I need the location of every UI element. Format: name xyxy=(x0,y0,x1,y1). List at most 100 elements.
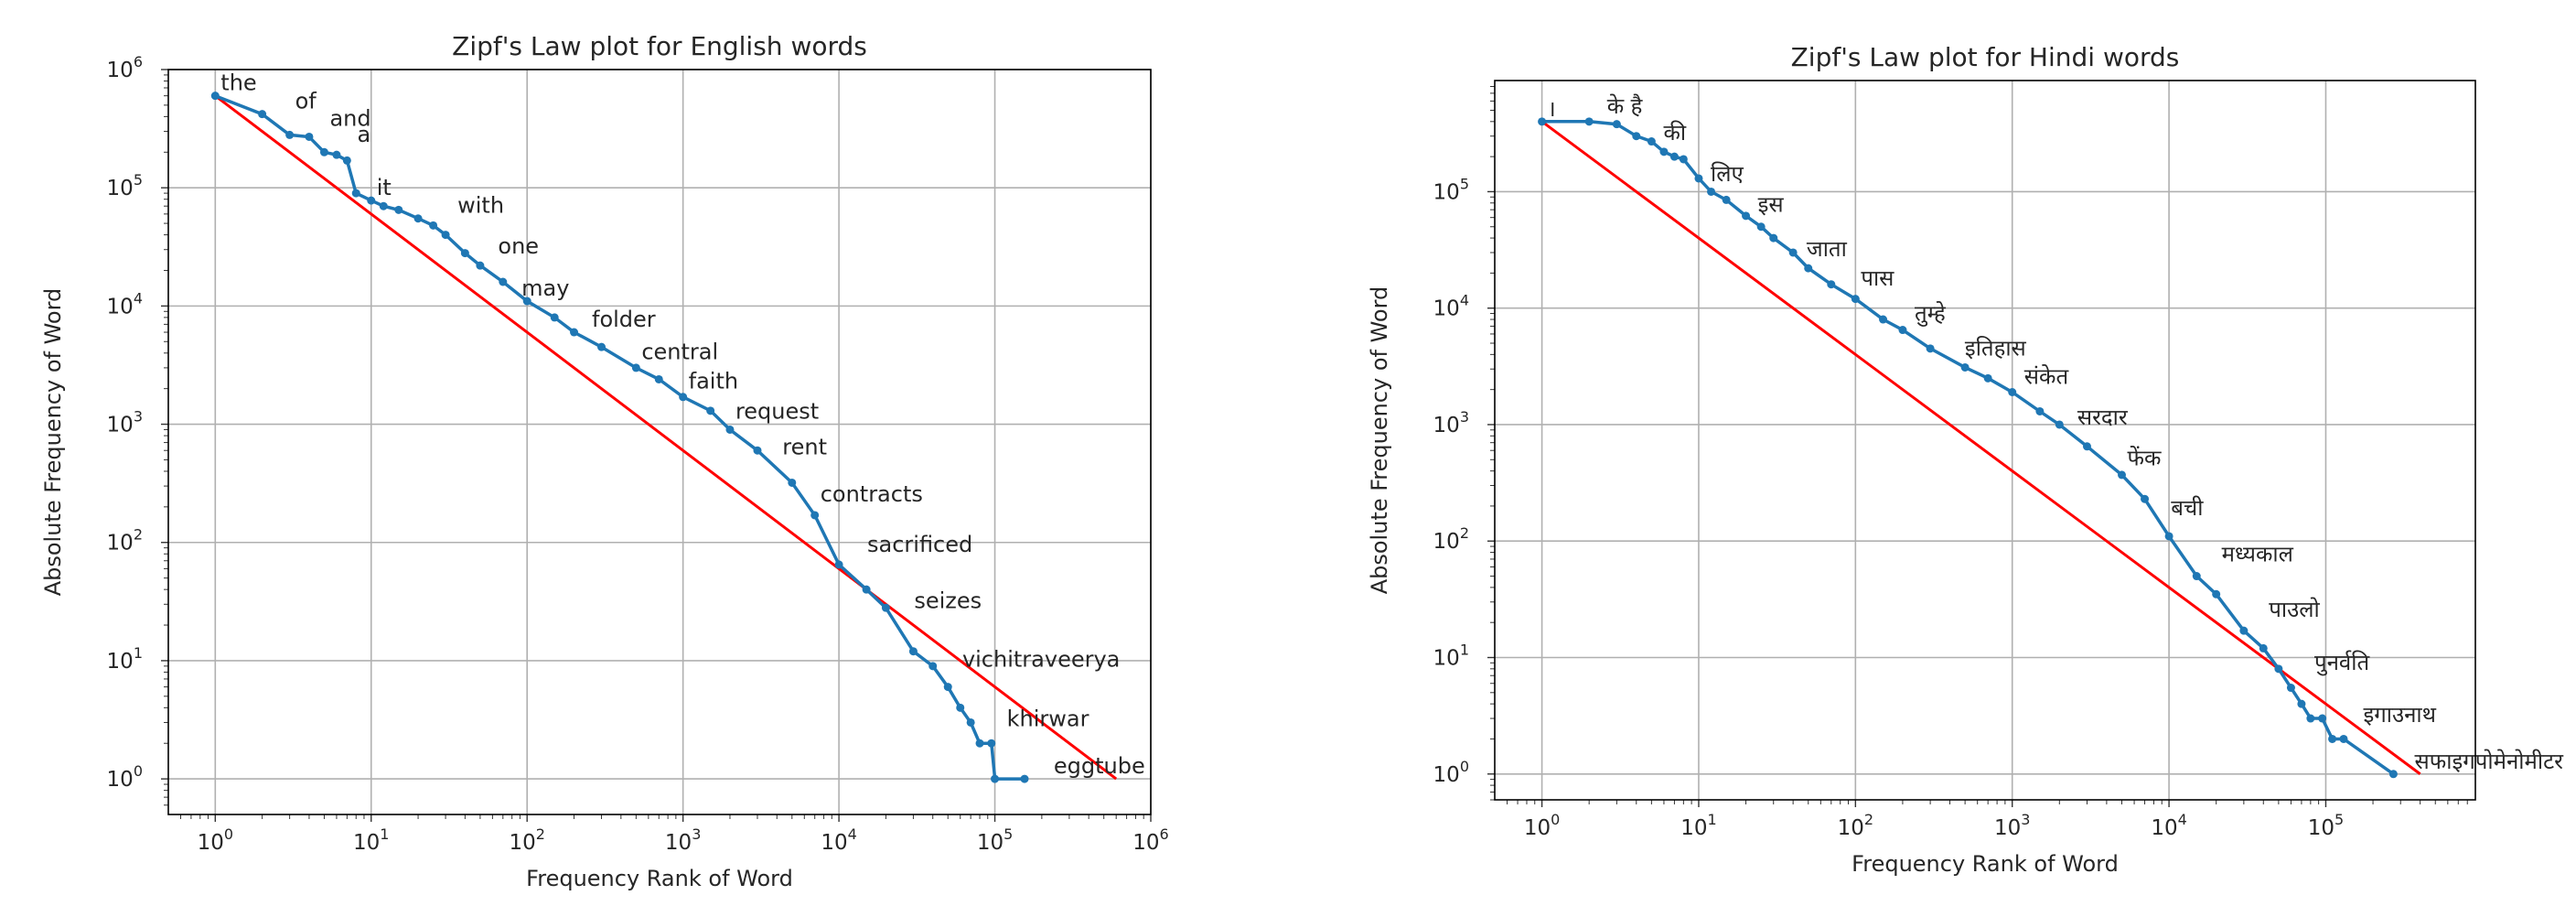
word-annotation: a xyxy=(357,122,370,147)
data-point xyxy=(1898,326,1907,335)
data-point xyxy=(2286,684,2295,693)
x-tick-label: 103 xyxy=(665,825,701,855)
minor-ticks xyxy=(164,74,1144,819)
chart-2: Zipf's Law plot for Hindi words 100 101 102… xyxy=(1367,42,2564,877)
data-point xyxy=(1983,373,1992,383)
word-annotation: इगाउनाथ xyxy=(2363,702,2436,728)
data-point xyxy=(351,189,360,198)
word-annotation: the xyxy=(220,70,256,96)
y-axis-label: Absolute Frequency of Word xyxy=(1367,286,1392,595)
y-tick-label: 103 xyxy=(107,408,143,437)
data-point xyxy=(991,774,1000,783)
observed-points xyxy=(210,92,1029,783)
data-point xyxy=(499,277,508,286)
data-point xyxy=(1020,774,1029,783)
word-annotation: contracts xyxy=(821,481,923,507)
x-tick-label: 101 xyxy=(353,825,389,855)
word-annotation: पास xyxy=(1861,265,1894,291)
data-point xyxy=(1669,152,1679,161)
data-point xyxy=(319,147,328,156)
data-point xyxy=(1879,315,1888,324)
data-point xyxy=(1788,248,1798,257)
y-tick-label: 102 xyxy=(107,526,143,555)
reference-line xyxy=(1540,120,2421,775)
data-point xyxy=(460,249,469,258)
data-point xyxy=(2306,714,2315,723)
data-point xyxy=(2035,406,2045,415)
x-tick-label: 104 xyxy=(2151,811,2186,840)
data-point xyxy=(943,683,952,692)
word-annotation: पाउलो xyxy=(2269,597,2320,622)
data-point xyxy=(1679,155,1688,164)
word-annotation: की xyxy=(1663,120,1686,146)
word-annotation: seizes xyxy=(914,588,982,614)
data-point xyxy=(1538,117,1547,126)
data-point xyxy=(367,196,376,205)
data-point xyxy=(413,214,423,223)
y-tick-label: 104 xyxy=(1433,292,1469,321)
word-annotation: vichitraveerya xyxy=(962,646,1120,672)
data-point xyxy=(966,717,975,727)
y-tick-label: 105 xyxy=(107,171,143,200)
y-tick-label: 102 xyxy=(1433,524,1469,554)
data-point xyxy=(550,313,559,322)
grid xyxy=(1495,81,2475,800)
data-point xyxy=(522,297,531,306)
data-point xyxy=(2239,626,2249,635)
data-point xyxy=(956,703,965,712)
x-tick-label: 102 xyxy=(1838,811,1873,840)
y-tick-label: 103 xyxy=(1433,408,1469,437)
data-point xyxy=(2008,387,2017,396)
data-point xyxy=(654,374,663,383)
data-point xyxy=(1612,120,1621,129)
data-point xyxy=(441,231,450,240)
word-annotation: faith xyxy=(689,369,738,394)
data-point xyxy=(1769,233,1778,243)
word-annotation: with xyxy=(457,193,504,219)
data-point xyxy=(908,647,918,656)
word-annotation: folder xyxy=(592,307,656,332)
y-tick-label: 101 xyxy=(1433,642,1469,671)
x-tick-label: 101 xyxy=(1680,811,1716,840)
data-point xyxy=(570,328,579,337)
x-tick-label: 105 xyxy=(2308,811,2344,840)
word-annotation: पुनर्वति xyxy=(2314,650,2371,676)
chart-title: Zipf's Law plot for Hindi words xyxy=(1791,42,2180,72)
word-annotation: इस xyxy=(1758,192,1785,218)
data-point xyxy=(305,132,314,141)
data-point xyxy=(862,585,871,594)
y-tick-label: 101 xyxy=(107,644,143,674)
data-point xyxy=(2141,494,2150,503)
data-point xyxy=(1632,132,1641,141)
data-point xyxy=(2388,770,2398,779)
word-annotation: sacrificed xyxy=(867,532,972,557)
data-point xyxy=(810,511,820,520)
word-annotation: may xyxy=(521,275,569,301)
chart-title: Zipf's Law plot for English words xyxy=(452,31,867,61)
word-annotation: central xyxy=(641,339,718,364)
word-annotation: one xyxy=(498,233,539,259)
y-tick-label: 106 xyxy=(107,53,143,82)
data-point xyxy=(2212,589,2221,599)
minor-ticks xyxy=(1490,86,2468,804)
y-tick-label: 100 xyxy=(107,762,143,792)
tick-labels: 100 101 102 103 104 105 106 100 101 102 103 104 105 1… xyxy=(107,53,1169,855)
data-point xyxy=(788,478,797,487)
data-point xyxy=(2259,643,2268,653)
data-point xyxy=(631,363,640,372)
data-point xyxy=(210,92,220,101)
data-point xyxy=(834,560,843,569)
data-point xyxy=(285,130,295,139)
word-annotations: । के है की लिए इस जाता पास तुम्हे इतिहास संकेत सरदा… xyxy=(1548,93,2565,774)
data-point xyxy=(1851,295,1860,304)
data-point xyxy=(2318,714,2327,723)
x-tick-label: 103 xyxy=(1994,811,2030,840)
word-annotation: के xyxy=(1607,93,1625,119)
plot-frame xyxy=(1494,80,2476,801)
observed-points xyxy=(1538,117,2398,779)
word-annotation: request xyxy=(735,399,819,425)
observed-series-line xyxy=(214,94,1025,781)
tick-labels: 100 101 102 103 104 105 100 101 102 103 104 105 xyxy=(1433,175,2345,840)
y-tick-label: 100 xyxy=(1433,758,1469,787)
